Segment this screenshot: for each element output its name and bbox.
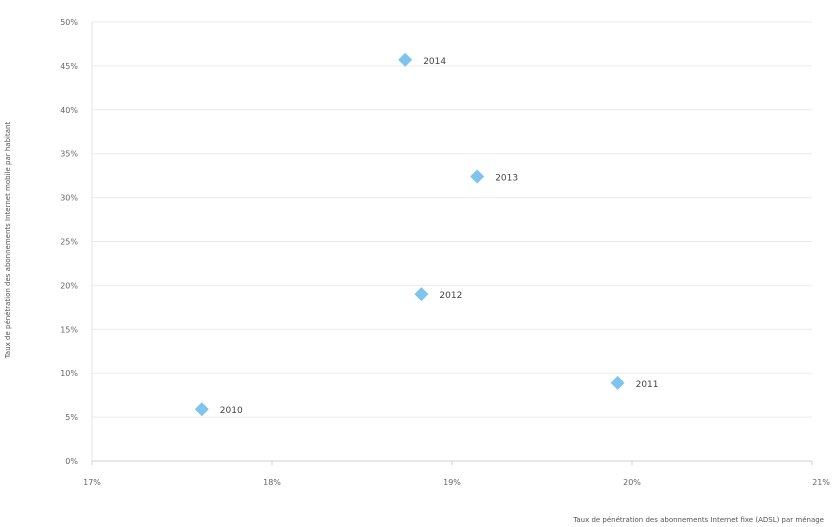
y-tick-label: 0%: [65, 457, 78, 466]
grid-lines: [92, 21, 812, 418]
data-points: [194, 52, 625, 417]
x-axis-title: Taux de pénétration des abonnements Inte…: [572, 516, 824, 524]
point-label-2014: 2014: [423, 57, 446, 67]
y-tick-label: 30%: [60, 194, 78, 203]
axes: [91, 22, 813, 465]
y-tick-label: 35%: [60, 150, 78, 159]
x-tick-labels: 17% 18% 19% 20% 21%: [83, 478, 830, 487]
point-label-2012: 2012: [439, 291, 462, 301]
x-tick-label: 19%: [443, 478, 461, 487]
point-labels: 2010 2011 2012 2013 2014: [220, 57, 659, 416]
y-tick-label: 15%: [60, 325, 78, 334]
point-label-2010: 2010: [220, 406, 243, 416]
data-point-2010[interactable]: [194, 402, 209, 417]
x-tick-label: 21%: [812, 478, 830, 487]
x-tick-label: 20%: [623, 478, 641, 487]
data-point-2011[interactable]: [610, 375, 625, 390]
y-tick-label: 45%: [60, 62, 78, 71]
y-tick-label: 50%: [60, 18, 78, 27]
point-label-2013: 2013: [495, 174, 518, 184]
y-tick-label: 25%: [60, 238, 78, 247]
data-point-2013[interactable]: [470, 169, 485, 184]
point-label-2011: 2011: [636, 380, 659, 390]
data-point-2014[interactable]: [398, 52, 413, 67]
y-tick-label: 5%: [65, 413, 78, 422]
y-tick-label: 10%: [60, 369, 78, 378]
y-tick-label: 20%: [60, 281, 78, 290]
x-tick-label: 18%: [263, 478, 281, 487]
x-tick-label: 17%: [83, 478, 101, 487]
y-axis-title: Taux de pénétration des abonnements Inte…: [4, 122, 12, 360]
data-point-2012[interactable]: [414, 287, 429, 302]
y-tick-label: 40%: [60, 106, 78, 115]
y-tick-labels: 0% 5% 10% 15% 20% 25% 30% 35% 40% 45% 50%: [60, 18, 78, 466]
